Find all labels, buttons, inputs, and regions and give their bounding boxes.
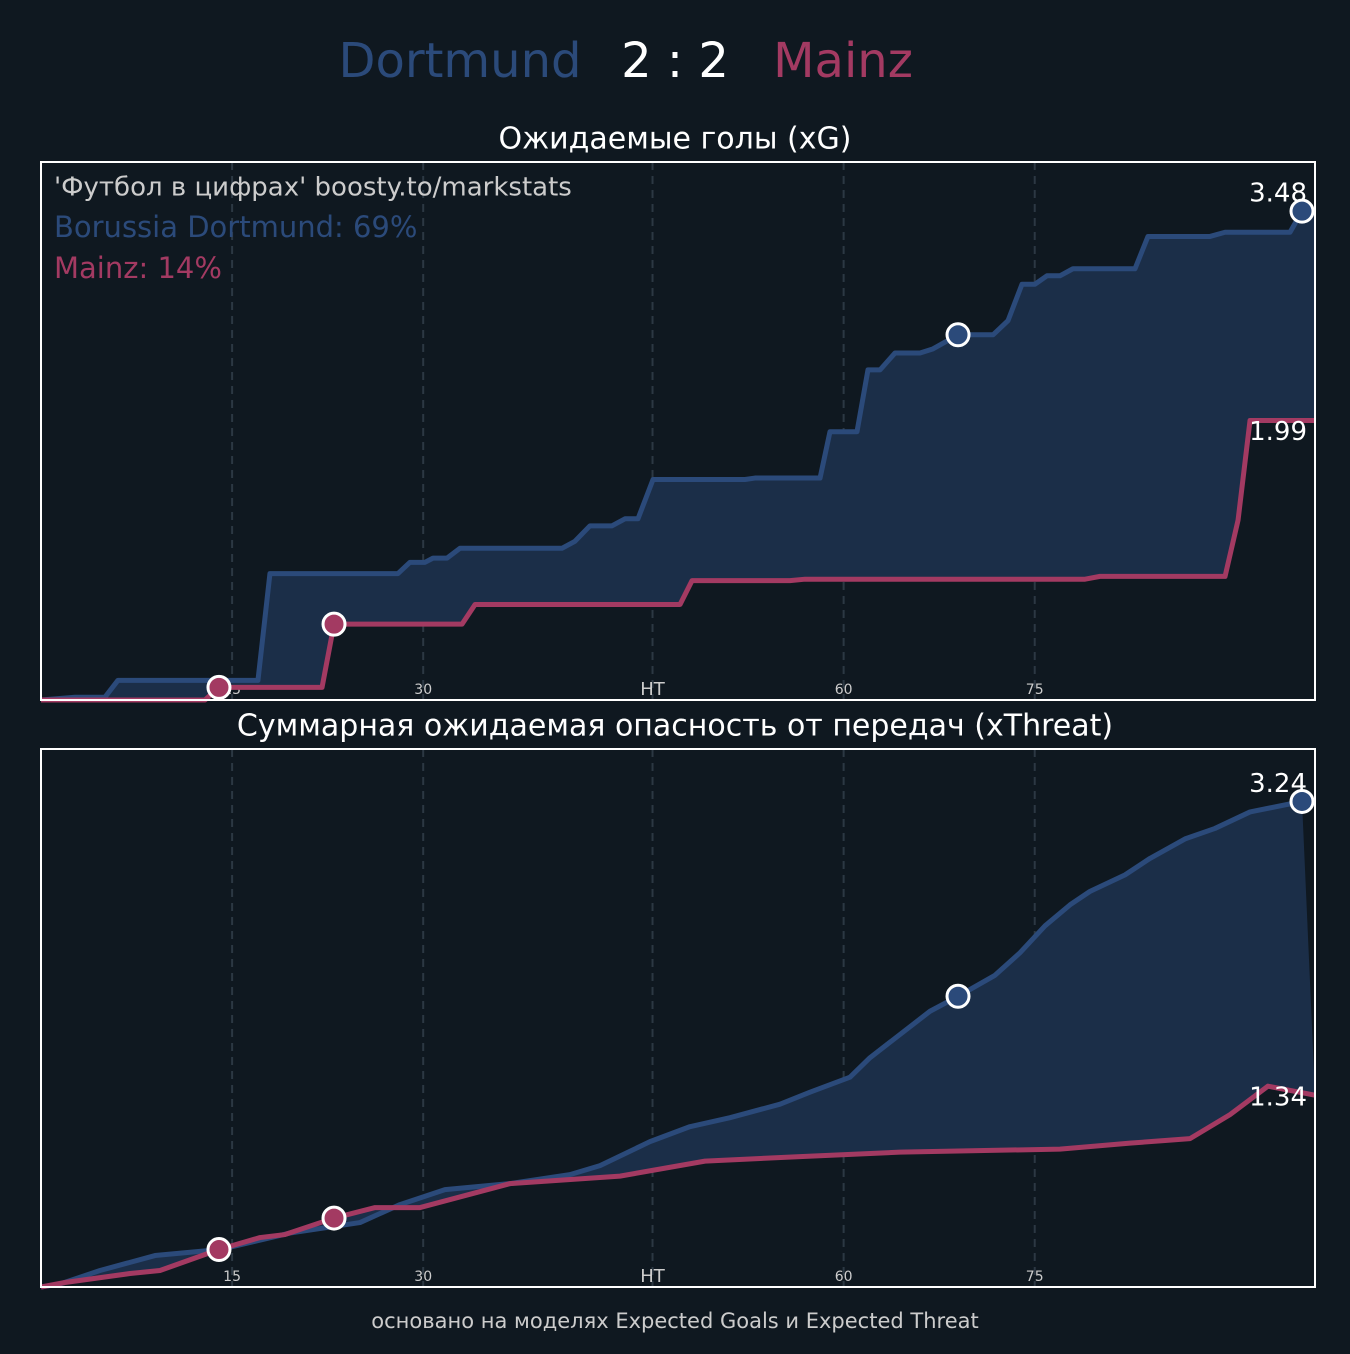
footer: основано на моделях Expected Goals и Exp… (371, 1309, 978, 1333)
annotation: 'Футбол в цифрах' boosty.to/markstats (54, 173, 572, 203)
series-line (41, 417, 1315, 703)
x-tick-label: 30 (414, 682, 432, 698)
gap-fill (41, 801, 1315, 1287)
end-value-label: 1.99 (1249, 417, 1307, 447)
goal-marker (1289, 788, 1315, 814)
end-value-label: 3.24 (1249, 769, 1307, 799)
chart-title: Ожидаемые голы (xG) (499, 122, 852, 157)
annotation: Borussia Dortmund: 69% (54, 210, 417, 244)
series-line (40, 208, 1315, 703)
x-tick-label: 75 (1026, 1269, 1044, 1285)
goal-marker (945, 322, 971, 348)
annotation: Mainz: 14% (54, 251, 222, 285)
goal-marker (1289, 198, 1315, 224)
x-tick-label: HT (640, 679, 666, 700)
goal-marker (206, 674, 232, 700)
away-team: Mainz (773, 33, 913, 89)
end-value-label: 3.48 (1249, 179, 1307, 209)
score: 2 : 2 (621, 33, 729, 89)
goal-marker (321, 1205, 347, 1231)
x-tick-label: 60 (835, 682, 853, 698)
x-tick-label: 15 (223, 1269, 241, 1285)
home-team: Dortmund (339, 33, 582, 89)
plot-frame (40, 161, 1316, 701)
end-value-label: 1.34 (1249, 1083, 1307, 1113)
x-tick-label: 75 (1026, 682, 1044, 698)
chart-title: Суммарная ожидаемая опасность от передач… (237, 709, 1113, 744)
goal-marker (945, 983, 971, 1009)
plot-frame (40, 748, 1316, 1288)
x-tick-label: 30 (414, 1269, 432, 1285)
x-tick-label: 60 (835, 1269, 853, 1285)
series-line (40, 1083, 1316, 1290)
goal-marker (206, 1237, 232, 1263)
x-tick-label: HT (640, 1266, 666, 1287)
goal-marker (321, 611, 347, 637)
